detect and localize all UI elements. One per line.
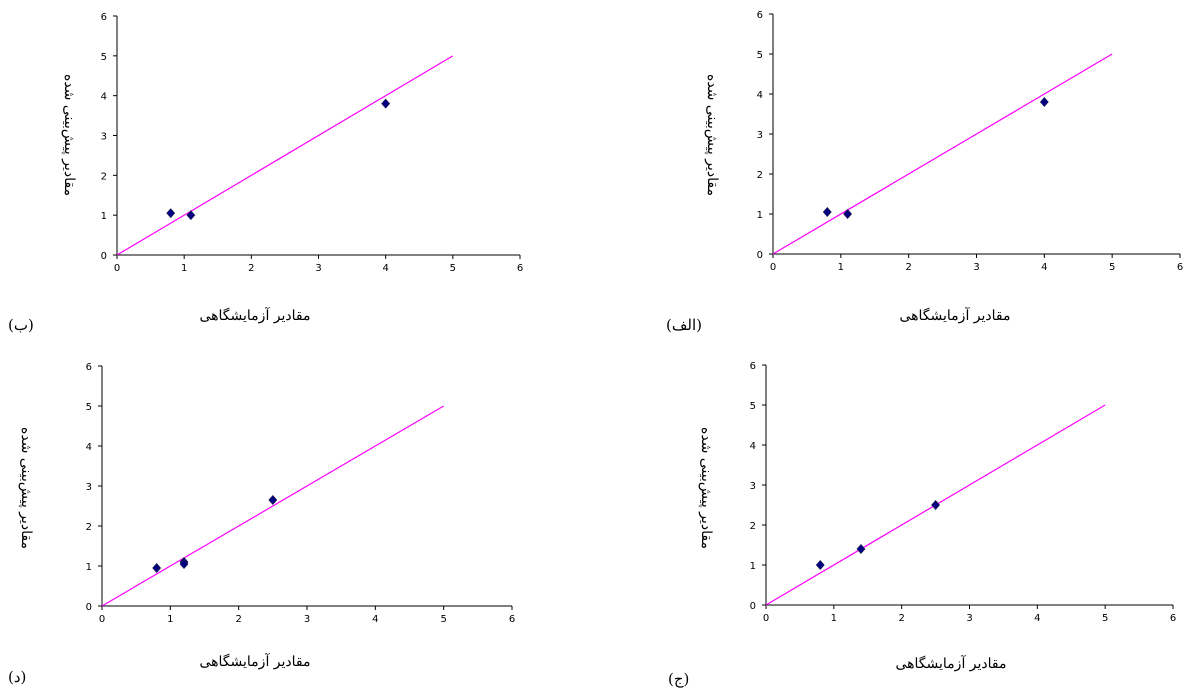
data-point xyxy=(856,544,866,554)
panel-label-dal: (د) xyxy=(8,668,27,686)
x-tick-label: 5 xyxy=(440,614,446,625)
y-tick-label: 5 xyxy=(757,50,763,61)
y-tick-label: 5 xyxy=(101,52,107,63)
y-axis-title: مقادیر پیش‌بینی شده xyxy=(61,74,77,196)
data-point xyxy=(1039,97,1049,107)
y-tick-label: 3 xyxy=(86,482,92,493)
x-axis-title: مقادیر آزمایشگاهی xyxy=(895,654,1006,672)
y-tick-label: 6 xyxy=(757,10,763,21)
x-tick-label: 6 xyxy=(509,614,515,625)
chart-svg-jim: 0 1 2 3 4 5 6 0 1 2 3 4 5 6 مقادیر آزمایشگاهی مقادیر پی… xyxy=(698,361,1176,672)
y-tick-label: 6 xyxy=(101,12,107,23)
x-tick-label: 3 xyxy=(315,263,321,274)
panel-label-alef: (الف) xyxy=(666,316,702,334)
x-tick-label: 0 xyxy=(114,263,120,274)
data-point xyxy=(152,563,162,573)
y-tick-label: 1 xyxy=(101,211,107,222)
x-axis-title: مقادیر آزمایشگاهی xyxy=(199,652,310,670)
y-tick-label: 3 xyxy=(757,130,763,141)
x-axis-title: مقادیر آزمایشگاهی xyxy=(199,306,310,324)
x-tick-label: 3 xyxy=(304,614,310,625)
y-tick-label: 6 xyxy=(86,362,92,373)
y-tick-label: 5 xyxy=(750,401,756,412)
x-tick-label: 3 xyxy=(973,262,979,273)
x-tick-label: 1 xyxy=(838,262,844,273)
data-point xyxy=(815,560,825,570)
x-tick-label: 5 xyxy=(1102,613,1108,624)
data-point xyxy=(931,500,940,510)
x-tick-label: 0 xyxy=(99,614,105,625)
x-tick-label: 4 xyxy=(382,263,388,274)
data-point xyxy=(186,210,196,221)
x-tick-label: 1 xyxy=(831,613,837,624)
chart-svg-alef: 0 1 2 3 4 5 6 0 1 2 3 4 5 6 مقادیر آزمایشگاهی مقادیر پی… xyxy=(704,10,1183,324)
x-tick-label: 6 xyxy=(1170,613,1176,624)
fit-line xyxy=(116,55,454,256)
y-tick-label: 5 xyxy=(86,402,92,413)
data-point xyxy=(381,98,391,109)
chart-panel-alef: 0 1 2 3 4 5 6 0 1 2 3 4 5 6 مقادیر آزمایشگاهی مقادیر پی… xyxy=(600,0,1190,345)
y-tick-label: 0 xyxy=(750,601,756,612)
x-tick-label: 2 xyxy=(248,263,254,274)
x-axis-title: مقادیر آزمایشگاهی xyxy=(899,306,1010,324)
chart-svg-b: 0 1 2 3 4 5 6 0 1 2 3 4 5 6 مقادیر آزمایشگاهی مقادیر پی… xyxy=(61,12,523,324)
data-point xyxy=(166,208,176,219)
data-point xyxy=(268,495,278,505)
data-point xyxy=(822,207,832,217)
y-tick-label: 1 xyxy=(750,561,756,572)
y-tick-label: 2 xyxy=(101,171,107,182)
y-tick-label: 4 xyxy=(86,442,92,453)
x-tick-label: 6 xyxy=(517,263,523,274)
x-tick-label: 2 xyxy=(235,614,241,625)
x-tick-label: 5 xyxy=(450,263,456,274)
panel-label-jim: (ج) xyxy=(668,670,690,688)
y-tick-label: 2 xyxy=(757,170,763,181)
y-tick-label: 0 xyxy=(86,602,92,613)
chart-panel-b: 0 1 2 3 4 5 6 0 1 2 3 4 5 6 مقادیر آزمایشگاهی مقادیر پی… xyxy=(0,0,590,345)
x-tick-label: 6 xyxy=(1177,262,1183,273)
y-tick-label: 0 xyxy=(757,250,763,261)
fit-line xyxy=(101,405,444,607)
x-tick-label: 4 xyxy=(1034,613,1040,624)
x-tick-label: 0 xyxy=(763,613,769,624)
x-tick-label: 5 xyxy=(1109,262,1115,273)
y-tick-label: 1 xyxy=(86,562,92,573)
y-axis-title: مقادیر پیش‌بینی شده xyxy=(704,74,720,196)
y-tick-label: 2 xyxy=(86,522,92,533)
chart-panel-jim: 0 1 2 3 4 5 6 0 1 2 3 4 5 6 مقادیر آزمایشگاهی مقادیر پی… xyxy=(600,350,1190,697)
y-tick-label: 3 xyxy=(750,481,756,492)
x-tick-label: 2 xyxy=(898,613,904,624)
x-tick-label: 1 xyxy=(181,263,187,274)
y-tick-label: 4 xyxy=(101,92,107,103)
x-tick-label: 0 xyxy=(770,262,776,273)
data-point xyxy=(179,559,189,569)
chart-svg-dal: 0 1 2 3 4 5 6 0 1 2 3 4 5 6 مقادیر آزمایشگاهی مقادیر پی… xyxy=(18,362,515,670)
x-tick-label: 3 xyxy=(966,613,972,624)
x-tick-label: 2 xyxy=(905,262,911,273)
data-point xyxy=(843,209,853,219)
panel-label-b: (ب) xyxy=(8,316,34,334)
y-axis-title: مقادیر پیش‌بینی شده xyxy=(698,427,714,549)
y-tick-label: 2 xyxy=(750,521,756,532)
x-tick-label: 1 xyxy=(167,614,173,625)
y-tick-label: 1 xyxy=(757,210,763,221)
y-tick-label: 6 xyxy=(750,361,756,372)
y-tick-label: 4 xyxy=(750,441,756,452)
x-tick-label: 4 xyxy=(1041,262,1047,273)
y-tick-label: 0 xyxy=(101,251,107,262)
y-axis-title: مقادیر پیش‌بینی شده xyxy=(18,427,34,549)
x-tick-label: 4 xyxy=(372,614,378,625)
fit-line xyxy=(772,53,1113,255)
y-tick-label: 3 xyxy=(101,132,107,143)
chart-panel-dal: 0 1 2 3 4 5 6 0 1 2 3 4 5 6 مقادیر آزمایشگاهی مقادیر پی… xyxy=(0,350,590,697)
y-tick-label: 4 xyxy=(757,90,763,101)
